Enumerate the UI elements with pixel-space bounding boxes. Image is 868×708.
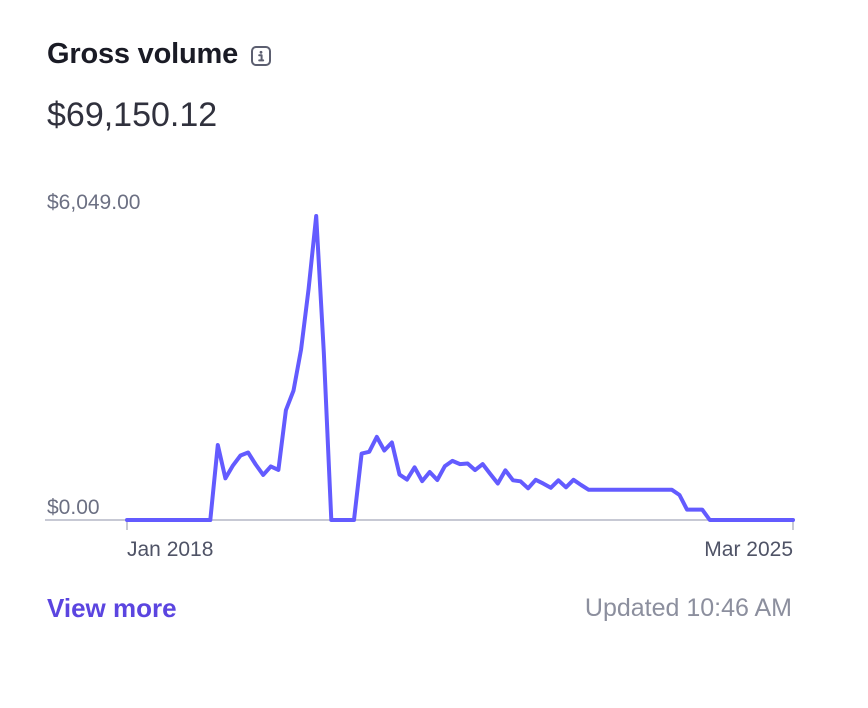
total-amount: $69,150.12: [47, 96, 218, 134]
card-title: Gross volume: [47, 38, 238, 70]
updated-timestamp: Updated 10:46 AM: [584, 594, 792, 622]
view-more-link[interactable]: View more: [47, 593, 177, 623]
x-tick-label-start: Jan 2018: [127, 538, 213, 561]
info-icon[interactable]: [250, 45, 272, 67]
x-tick-label-end: Mar 2025: [704, 538, 793, 561]
card-header: Gross volume: [47, 38, 272, 71]
y-tick-label-max: $6,049.00: [47, 191, 140, 214]
y-tick-label-min: $0.00: [47, 496, 100, 519]
series-line: [125, 214, 795, 522]
